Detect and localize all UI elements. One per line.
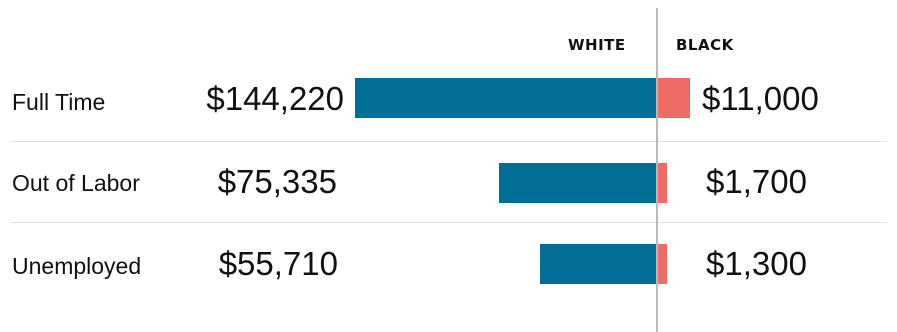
- zero-axis-line: [656, 8, 658, 332]
- row-label-full-time: Full Time: [12, 89, 106, 115]
- white-header: WHITE: [568, 36, 626, 54]
- black-bar-unemployed: [657, 244, 667, 284]
- row-separator: [10, 141, 887, 142]
- row-separator: [10, 222, 887, 223]
- white-value-out-of-labor: $75,335: [217, 163, 337, 200]
- black-value-out-of-labor: $1,700: [706, 163, 807, 200]
- black-bar-out-of-labor: [657, 163, 667, 203]
- black-value-full-time: $11,000: [702, 80, 819, 117]
- white-bar-out-of-labor: [499, 163, 657, 203]
- white-value-unemployed: $55,710: [218, 245, 338, 282]
- row-label-unemployed: Unemployed: [12, 253, 142, 279]
- white-bar-unemployed: [540, 244, 657, 284]
- black-bar-full-time: [657, 78, 690, 118]
- white-value-full-time: $144,220: [206, 80, 344, 117]
- white-bar-full-time: [355, 78, 657, 118]
- row-label-out-of-labor: Out of Labor: [12, 170, 140, 196]
- black-header: BLACK: [676, 36, 734, 54]
- black-value-unemployed: $1,300: [706, 245, 807, 282]
